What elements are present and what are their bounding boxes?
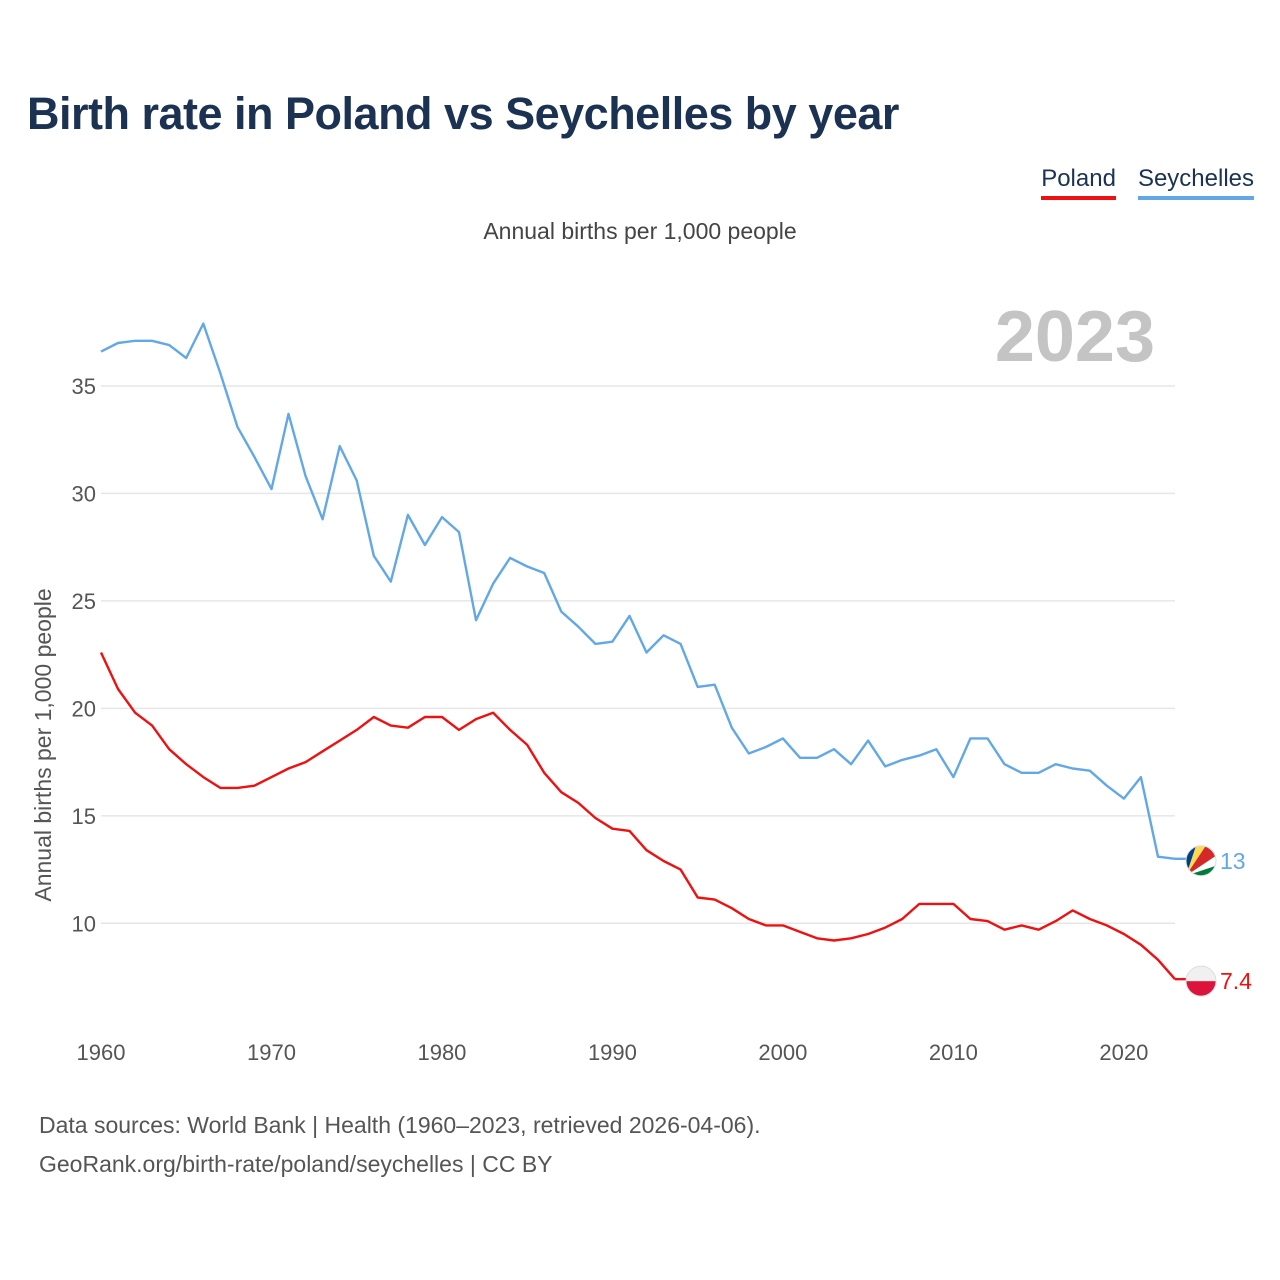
end-value-label-seychelles: 13 <box>1220 848 1246 874</box>
footer: Data sources: World Bank | Health (1960–… <box>39 1106 761 1184</box>
x-tick-label: 2010 <box>929 1040 978 1065</box>
end-value-label-poland: 7.4 <box>1220 968 1252 994</box>
page-title: Birth rate in Poland vs Seychelles by ye… <box>27 88 899 139</box>
legend-item-poland[interactable]: Poland <box>1041 165 1116 200</box>
legend: Poland Seychelles <box>1041 165 1254 200</box>
y-tick-label: 20 <box>72 696 96 721</box>
credit-link[interactable]: GeoRank.org/birth-rate/poland/seychelles… <box>39 1151 553 1177</box>
poland-flag-icon <box>1185 965 1217 997</box>
x-tick-label: 1960 <box>77 1040 126 1065</box>
x-tick-label: 1970 <box>247 1040 296 1065</box>
legend-item-seychelles[interactable]: Seychelles <box>1137 165 1254 200</box>
seychelles-flag-icon <box>1185 845 1217 877</box>
data-sources: Data sources: World Bank | Health (1960–… <box>39 1112 761 1138</box>
y-axis-label: Annual births per 1,000 people <box>30 588 56 901</box>
series-line-poland <box>99 651 1176 980</box>
chart-subtitle: Annual births per 1,000 people <box>483 218 797 244</box>
y-tick-label: 25 <box>72 589 96 614</box>
y-tick-label: 15 <box>72 804 96 829</box>
y-tick-label: 30 <box>72 481 96 506</box>
year-watermark: 2023 <box>995 297 1155 377</box>
x-tick-label: 2000 <box>758 1040 807 1065</box>
y-tick-label: 35 <box>72 374 96 399</box>
x-tick-label: 2020 <box>1099 1040 1148 1065</box>
y-tick-label: 10 <box>72 911 96 936</box>
x-tick-label: 1980 <box>417 1040 466 1065</box>
series-line-seychelles <box>100 322 1176 860</box>
x-tick-label: 1990 <box>588 1040 637 1065</box>
